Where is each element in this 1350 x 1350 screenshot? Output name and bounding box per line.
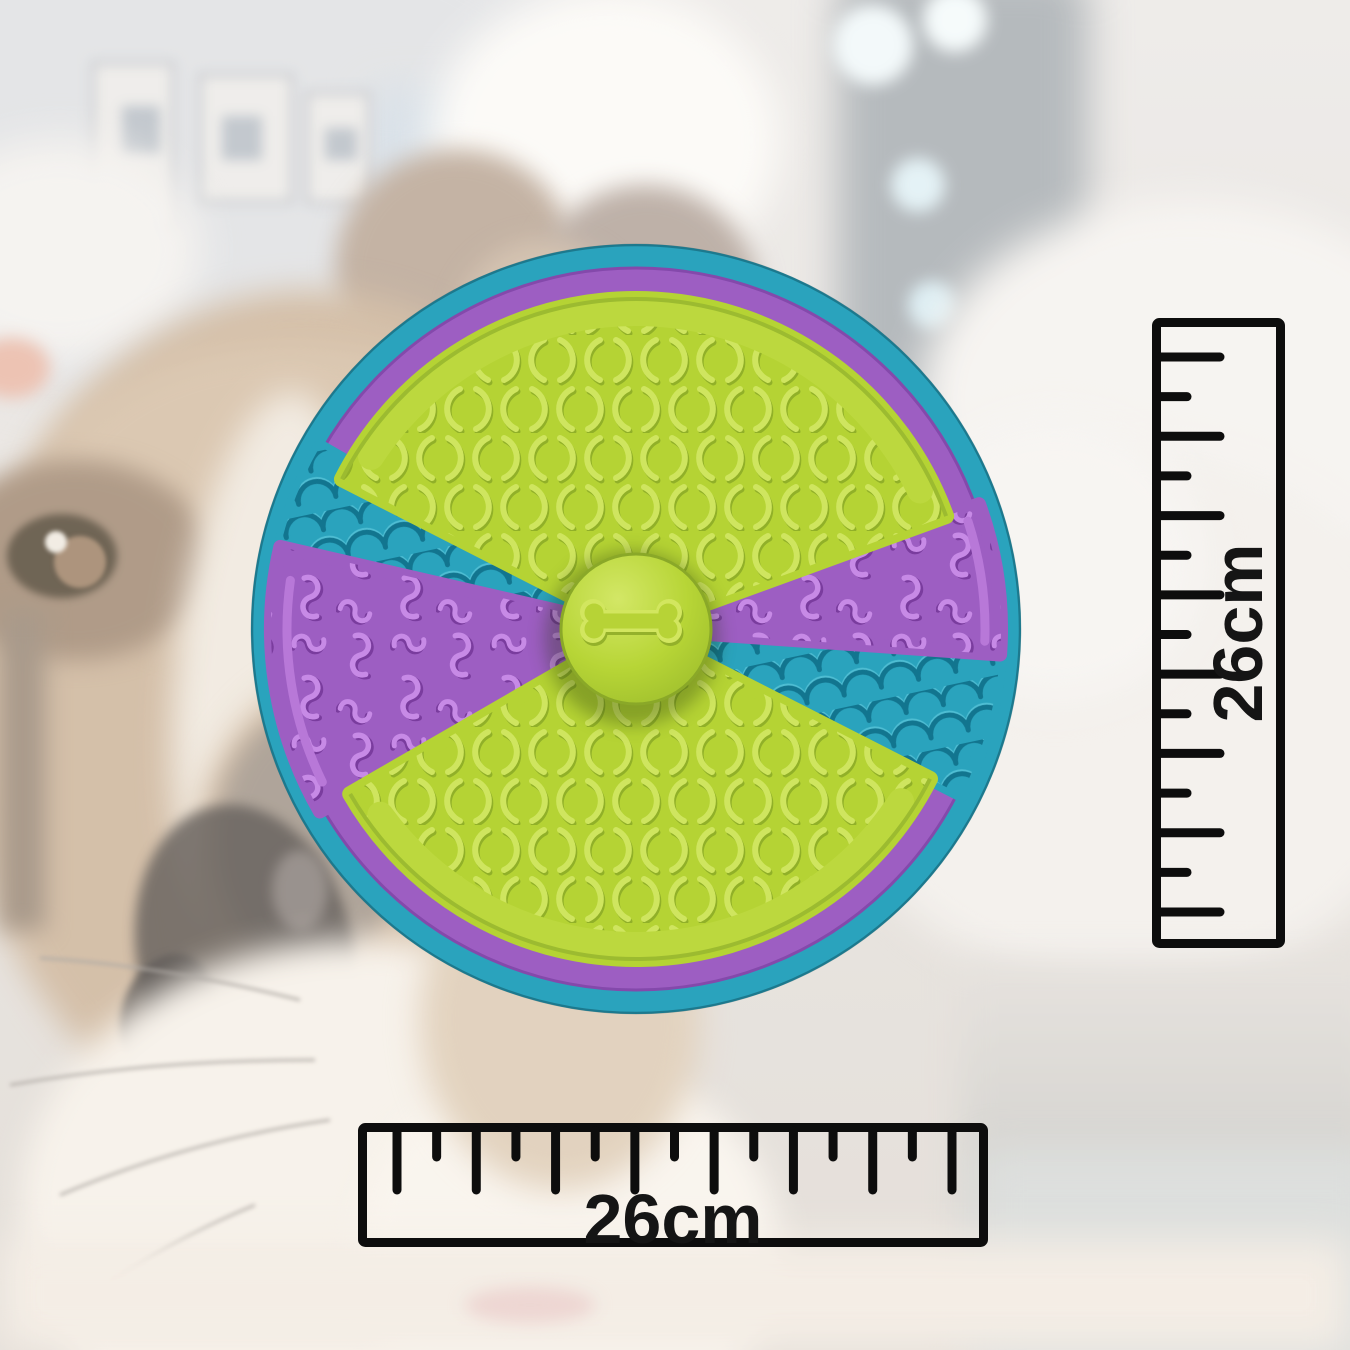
dog-nose-shine bbox=[272, 850, 328, 930]
frame-art bbox=[222, 116, 262, 160]
wedge-rim-band bbox=[358, 300, 933, 504]
wedge-outer-line bbox=[340, 296, 948, 517]
dog-iris bbox=[54, 536, 106, 588]
whisker bbox=[9, 1058, 316, 1087]
couch-pillow bbox=[0, 140, 200, 360]
center-dome-edge bbox=[559, 552, 713, 706]
frame-art bbox=[122, 106, 160, 154]
wedge-texture bbox=[270, 546, 636, 812]
bokeh-light bbox=[908, 281, 956, 329]
ruler-label-horizontal: 26cm bbox=[583, 1180, 762, 1258]
floor bbox=[0, 1240, 1350, 1350]
wedge-green-bottom bbox=[342, 621, 938, 968]
bone-icon bbox=[580, 599, 684, 646]
whisker bbox=[39, 956, 301, 1002]
wedge-purple-right bbox=[629, 497, 1008, 662]
ruler-label-vertical: 26cm bbox=[1199, 543, 1277, 722]
wedge-outer-line bbox=[348, 777, 932, 962]
ruler-frame bbox=[1152, 318, 1285, 948]
wedge-rim-highlight bbox=[963, 516, 990, 646]
ruler-ticks bbox=[392, 1126, 957, 1195]
wedge-rim-band bbox=[367, 788, 914, 958]
dog-cheek-edge bbox=[0, 610, 45, 930]
whisker bbox=[59, 1118, 331, 1197]
salmon-object bbox=[0, 338, 50, 398]
frame-art bbox=[325, 128, 357, 160]
bokeh-light bbox=[833, 5, 913, 85]
ruler-horizontal: 26cm bbox=[358, 1123, 988, 1258]
bokeh-light bbox=[923, 0, 987, 52]
disc-outer-edge bbox=[250, 243, 1022, 1015]
wedge-green-top bbox=[334, 290, 955, 637]
wedge-texture bbox=[350, 629, 930, 960]
wedge-rim-highlight bbox=[282, 575, 327, 787]
wedge-texture bbox=[636, 504, 1001, 655]
wedge-purple-left bbox=[264, 539, 643, 819]
wedge-texture bbox=[342, 298, 947, 629]
picture-frames bbox=[90, 60, 372, 230]
ruler-ticks bbox=[1156, 352, 1225, 917]
bokeh-light bbox=[891, 158, 945, 212]
ruler-vertical: 26cm bbox=[1152, 318, 1285, 948]
dog-eye-highlight bbox=[45, 531, 67, 553]
pink-smudge bbox=[465, 1287, 595, 1323]
